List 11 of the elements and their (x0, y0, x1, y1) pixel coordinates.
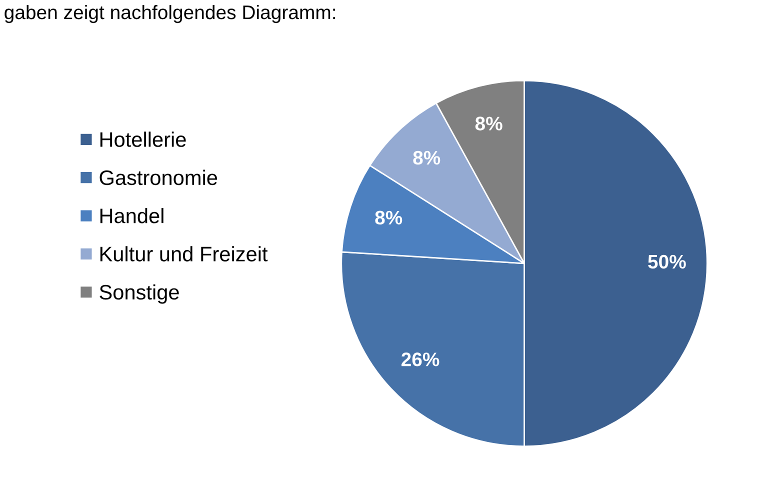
legend-label: Handel (100, 208, 164, 224)
legend-label: Kultur und Freizeit (100, 246, 268, 262)
data-label: 8% (475, 116, 502, 130)
legend-label: Gastronomie (100, 170, 218, 186)
data-label: 26% (402, 352, 440, 366)
data-label: 8% (413, 150, 440, 165)
text: gaben zeigt nachfolgendes Diagramm: (4, 4, 335, 24)
data-label: 50% (648, 254, 686, 269)
legend-label: Hotellerie (100, 132, 186, 147)
legend-label: Sonstige (100, 284, 179, 304)
data-label: 8% (375, 210, 402, 225)
